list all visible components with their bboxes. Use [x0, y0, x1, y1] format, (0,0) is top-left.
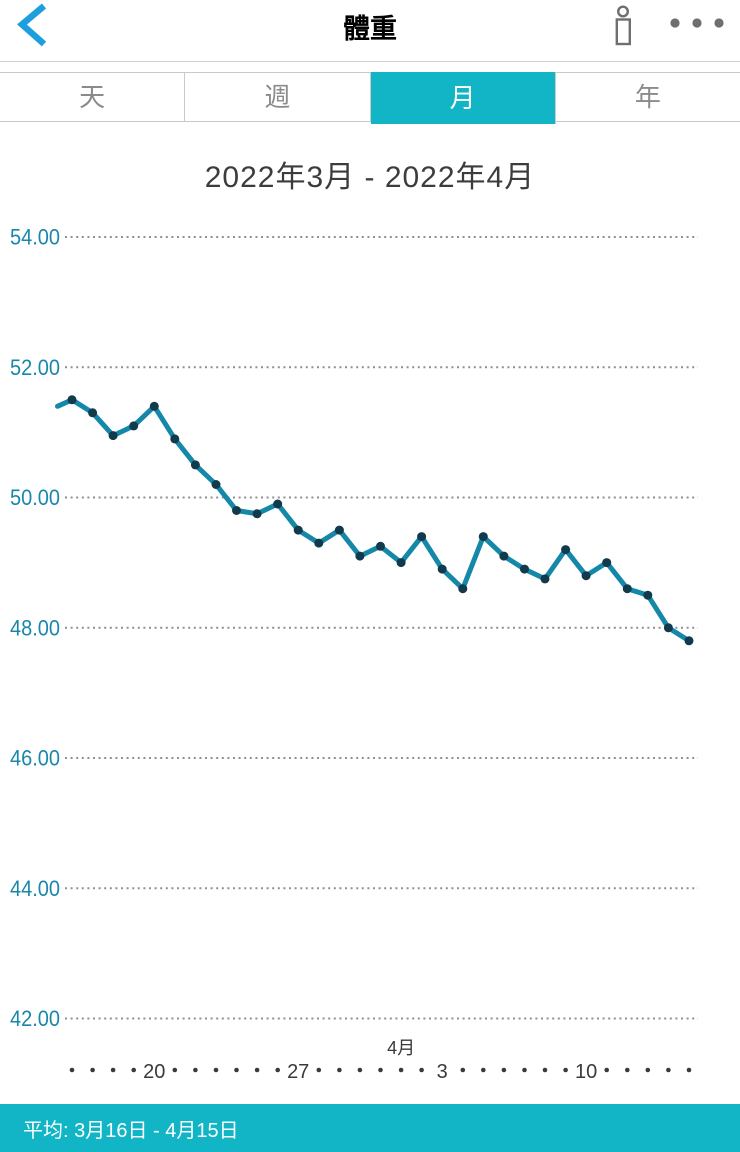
svg-text:3: 3 — [437, 1061, 448, 1083]
page-title: 體重 — [343, 14, 397, 44]
tab-year[interactable]: 年 — [634, 82, 661, 112]
month-label: 4月 — [387, 1038, 415, 1058]
svg-text:54.00: 54.00 — [10, 225, 60, 250]
svg-text:10: 10 — [575, 1061, 597, 1083]
back-button[interactable] — [14, 3, 50, 47]
period-tabs: 天 週 月 年 — [0, 72, 740, 124]
svg-text:46.00: 46.00 — [10, 746, 60, 771]
svg-text:27: 27 — [287, 1061, 309, 1083]
tab-month[interactable]: 月 — [370, 72, 556, 124]
chevron-left-icon — [17, 3, 47, 47]
average-period-bar: 平均: 3月16日 - 4月15日 — [0, 1104, 740, 1152]
svg-text:48.00: 48.00 — [10, 615, 60, 640]
svg-text:20: 20 — [143, 1061, 165, 1083]
ellipsis-icon — [670, 18, 724, 28]
info-icon — [615, 5, 632, 46]
y-axis-labels: 54.00 52.00 50.00 48.00 46.00 44.00 42.00 — [10, 225, 60, 1032]
x-axis: 20 27 3 10 4月 — [69, 1038, 692, 1083]
svg-text:50.00: 50.00 — [10, 485, 60, 510]
data-line — [55, 397, 692, 644]
gridlines — [65, 236, 698, 1020]
info-button[interactable] — [610, 2, 638, 48]
svg-text:42.00: 42.00 — [10, 1006, 60, 1031]
chart-date-range-title: 2022年3月 - 2022年4月 — [204, 161, 536, 194]
header: 體重 — [0, 0, 740, 62]
tab-day[interactable]: 天 — [0, 73, 186, 121]
more-menu-button[interactable] — [666, 14, 728, 34]
average-period-label: 平均: 3月16日 - 4月15日 — [23, 1119, 239, 1142]
svg-text:44.00: 44.00 — [10, 876, 60, 901]
tab-week[interactable]: 週 — [185, 73, 371, 121]
svg-text:52.00: 52.00 — [10, 355, 60, 380]
data-points — [67, 395, 694, 646]
